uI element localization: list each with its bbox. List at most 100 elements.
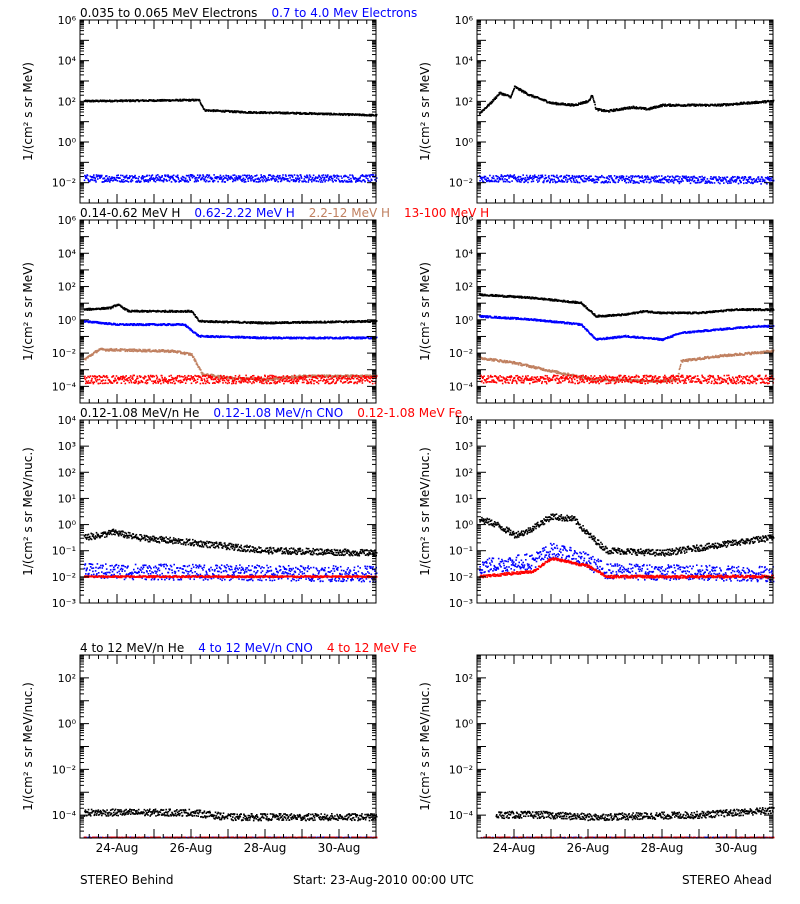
- data-point: [678, 178, 680, 180]
- data-point: [297, 175, 299, 177]
- data-point: [577, 182, 579, 184]
- data-point: [137, 178, 139, 180]
- series-0-points: [84, 304, 378, 325]
- data-point: [723, 182, 725, 184]
- data-point: [625, 178, 627, 180]
- data-point: [520, 181, 522, 183]
- data-point: [323, 174, 325, 176]
- data-point: [528, 179, 530, 181]
- data-point: [613, 180, 615, 182]
- data-point: [204, 178, 206, 180]
- data-point: [752, 182, 754, 184]
- data-point: [694, 180, 696, 182]
- data-point: [130, 350, 132, 352]
- data-point: [542, 176, 544, 178]
- data-point: [199, 176, 201, 178]
- data-point: [739, 177, 741, 179]
- data-point: [110, 348, 112, 350]
- data-point: [262, 181, 264, 183]
- data-point: [590, 175, 592, 177]
- data-point: [144, 176, 146, 178]
- data-point: [611, 178, 613, 180]
- data-point: [524, 179, 526, 181]
- data-point: [650, 179, 652, 181]
- y-tick-label: 10⁰: [58, 136, 77, 149]
- data-point: [514, 88, 516, 90]
- data-point: [720, 177, 722, 179]
- data-point: [756, 178, 758, 180]
- data-point: [359, 180, 361, 182]
- data-point: [261, 179, 263, 181]
- data-point: [758, 176, 760, 178]
- data-point: [97, 178, 99, 180]
- data-point: [593, 98, 595, 100]
- series-0-points: [84, 99, 378, 117]
- data-point: [252, 176, 254, 178]
- data-point: [321, 175, 323, 177]
- data-point: [294, 174, 296, 176]
- data-point: [590, 97, 592, 99]
- data-point: [371, 179, 373, 181]
- data-point: [177, 175, 179, 177]
- data-point: [551, 175, 553, 177]
- data-point: [509, 181, 511, 183]
- data-point: [123, 179, 125, 181]
- data-point: [527, 182, 529, 184]
- data-point: [579, 182, 581, 184]
- data-point: [543, 180, 545, 182]
- y-tick-label: 10⁻²: [52, 177, 76, 190]
- data-point: [633, 181, 635, 183]
- data-point: [646, 181, 648, 183]
- data-point: [725, 179, 727, 181]
- data-point: [642, 180, 644, 182]
- data-point: [534, 174, 536, 176]
- data-point: [251, 175, 253, 177]
- data-point: [176, 180, 178, 182]
- data-point: [161, 176, 163, 178]
- data-point: [573, 178, 575, 180]
- data-point: [583, 175, 585, 177]
- data-point: [173, 175, 175, 177]
- data-point: [106, 175, 108, 177]
- data-point: [556, 175, 558, 177]
- data-point: [688, 176, 690, 178]
- data-point: [661, 175, 663, 177]
- data-point: [86, 177, 88, 179]
- data-point: [95, 181, 97, 183]
- data-point: [327, 174, 329, 176]
- data-point: [268, 179, 270, 181]
- data-point: [169, 178, 171, 180]
- data-point: [734, 176, 736, 178]
- data-point: [247, 175, 249, 177]
- data-point: [758, 178, 760, 180]
- data-point: [171, 181, 173, 183]
- data-point: [117, 174, 119, 176]
- data-point: [214, 180, 216, 182]
- data-point: [743, 183, 745, 185]
- data-point: [746, 182, 748, 184]
- data-point: [498, 180, 500, 182]
- data-point: [194, 181, 196, 183]
- data-point: [195, 361, 197, 363]
- data-point: [191, 353, 193, 355]
- data-point: [540, 175, 542, 177]
- data-point: [680, 181, 682, 183]
- data-point: [206, 180, 208, 182]
- data-point: [502, 179, 504, 181]
- data-point: [132, 180, 134, 182]
- data-point: [307, 177, 309, 179]
- data-point: [670, 181, 672, 183]
- data-point: [531, 177, 533, 179]
- data-point: [95, 350, 97, 352]
- data-point: [726, 181, 728, 183]
- data-point: [229, 178, 231, 180]
- data-point: [324, 181, 326, 183]
- data-point: [632, 108, 634, 110]
- data-point: [126, 175, 128, 177]
- data-point: [348, 177, 350, 179]
- data-point: [536, 179, 538, 181]
- data-point: [277, 175, 279, 177]
- data-point: [627, 178, 629, 180]
- data-point: [585, 102, 587, 104]
- data-point: [663, 182, 665, 184]
